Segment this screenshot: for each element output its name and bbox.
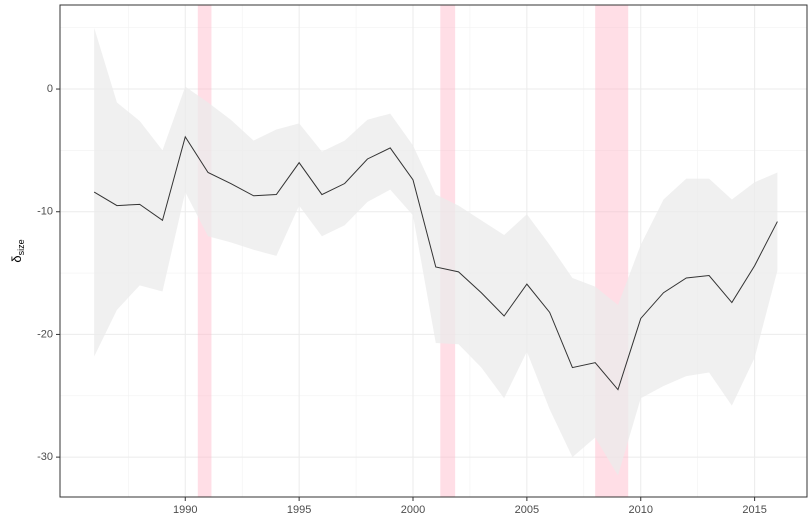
x-tick-label: 2015: [742, 504, 766, 516]
x-tick-label: 1995: [287, 504, 311, 516]
line: [93, 135, 778, 391]
x-tick-label: 2010: [629, 504, 653, 516]
confidence-band: [94, 27, 778, 476]
y-tick-label: 0: [47, 83, 53, 95]
x-tick-label: 1990: [173, 504, 197, 516]
shaded-period: [197, 5, 212, 497]
y-tick-label: -30: [37, 451, 53, 463]
y-tick-label: -20: [37, 328, 53, 340]
x-tick-label: 2005: [515, 504, 539, 516]
plot-border: [59, 4, 808, 498]
y-label-sub: size: [16, 239, 26, 255]
y-tick-label: -10: [37, 206, 53, 218]
y-axis-label: δsize: [9, 239, 26, 262]
x-tick-label: 2000: [401, 504, 425, 516]
y-label-main: δ: [9, 255, 24, 262]
